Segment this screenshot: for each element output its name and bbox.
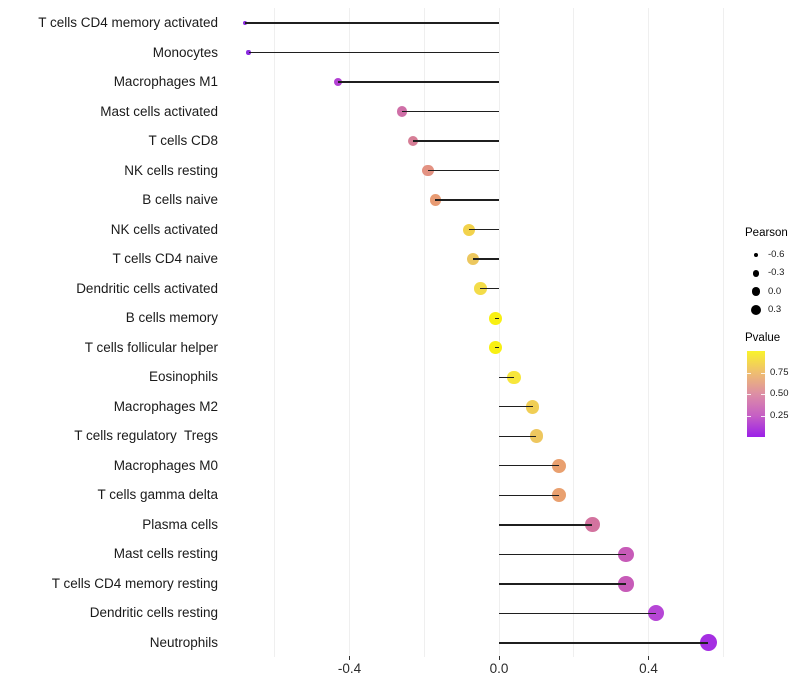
pvalue-gradient-tick	[747, 372, 751, 374]
lollipop-stem	[435, 199, 499, 201]
pvalue-gradient-tick	[761, 394, 765, 395]
lollipop-stem	[427, 169, 499, 172]
pearson-legend-title: Pearson	[745, 227, 788, 239]
gridline	[573, 8, 575, 657]
pvalue-gradient-tick	[761, 415, 765, 417]
lollipop-stem	[338, 81, 499, 83]
y-axis-label: Dendritic cells activated	[76, 280, 218, 296]
x-axis-tick	[498, 656, 500, 660]
pearson-legend-dot	[751, 304, 761, 315]
lollipop-stem	[499, 406, 533, 408]
lollipop-stem	[469, 228, 499, 231]
lollipop-stem	[499, 553, 627, 556]
y-axis-label: B cells memory	[125, 310, 218, 326]
lollipop-stem	[495, 347, 499, 349]
pearson-legend-label: -0.6	[768, 249, 785, 260]
pvalue-gradient-label: 0.25	[770, 409, 789, 421]
lollipop-stem	[499, 465, 559, 467]
y-axis-label: NK cells resting	[124, 162, 218, 178]
pvalue-gradient-tick	[761, 372, 765, 374]
pearson-legend-dot	[751, 287, 761, 296]
gridline	[423, 8, 425, 657]
pvalue-gradient-label: 0.50	[770, 388, 789, 399]
y-axis-label: Neutrophils	[149, 634, 218, 650]
y-axis-label: NK cells activated	[110, 221, 218, 237]
y-axis-label: Dendritic cells resting	[89, 605, 218, 621]
pvalue-gradient-tick	[747, 394, 751, 395]
gridline	[498, 8, 500, 657]
y-axis-label: Macrophages M0	[113, 457, 218, 473]
gridline	[274, 8, 276, 657]
lollipop-stem	[413, 140, 499, 142]
lollipop-stem	[499, 376, 514, 378]
y-axis-label: Macrophages M2	[113, 398, 218, 414]
y-axis-label: B cells naive	[142, 192, 218, 208]
lollipop-dot	[507, 370, 521, 384]
x-axis-tick	[349, 656, 350, 660]
pvalue-legend-title: Pvalue	[745, 332, 781, 344]
x-axis-tick-label: -0.4	[337, 661, 362, 676]
pvalue-gradient-bar	[747, 351, 765, 437]
lollipop-stem	[248, 51, 499, 54]
lollipop-stem	[499, 612, 656, 615]
y-axis-label: T cells gamma delta	[97, 487, 218, 503]
y-axis-label: Monocytes	[152, 44, 218, 60]
lollipop-stem	[480, 287, 499, 290]
x-axis-tick-label: 0.4	[639, 661, 658, 676]
gridline	[648, 8, 649, 657]
lollipop-stem	[499, 583, 627, 585]
lollipop-stem	[499, 642, 709, 644]
y-axis-label: T cells CD8	[148, 133, 218, 149]
y-axis-label: T cells CD4 memory resting	[51, 575, 218, 591]
pearson-legend-label: 0.3	[768, 303, 782, 315]
y-axis-label: T cells follicular helper	[84, 339, 218, 355]
x-axis-tick-label: 0.0	[489, 661, 509, 676]
pvalue-gradient-label: 0.75	[770, 366, 789, 378]
lollipop-dot	[525, 399, 540, 414]
lollipop-dot	[334, 77, 343, 87]
lollipop-stem	[401, 110, 499, 113]
pearson-legend-dot	[752, 270, 760, 277]
y-axis-label: T cells CD4 naive	[112, 251, 218, 267]
gridline	[349, 8, 350, 657]
lollipop-dot	[474, 282, 487, 295]
lollipop-stem	[495, 317, 499, 319]
x-axis-tick	[648, 656, 649, 660]
lollipop-dot	[618, 576, 634, 592]
gridline	[722, 8, 724, 657]
lollipop-stem	[472, 258, 499, 260]
y-axis-label: Mast cells activated	[100, 103, 218, 119]
pearson-legend-label: -0.3	[768, 267, 785, 279]
lollipop-stem	[244, 22, 499, 24]
y-axis-label: Macrophages M1	[113, 74, 218, 90]
pearson-legend-label: 0.0	[768, 285, 782, 297]
pvalue-gradient-tick	[747, 415, 751, 417]
lollipop-stem	[499, 435, 537, 437]
y-axis-label: T cells CD4 memory activated	[38, 15, 218, 30]
lollipop-stem	[499, 524, 593, 526]
y-axis-label: Eosinophils	[148, 369, 218, 385]
lollipop-stem	[499, 494, 559, 496]
pearson-legend-dot	[753, 252, 759, 258]
y-axis-label: T cells regulatory Tregs	[74, 428, 218, 444]
lollipop-dot	[618, 546, 634, 563]
y-axis-label: Mast cells resting	[113, 546, 218, 562]
y-axis-label: Plasma cells	[142, 516, 218, 532]
